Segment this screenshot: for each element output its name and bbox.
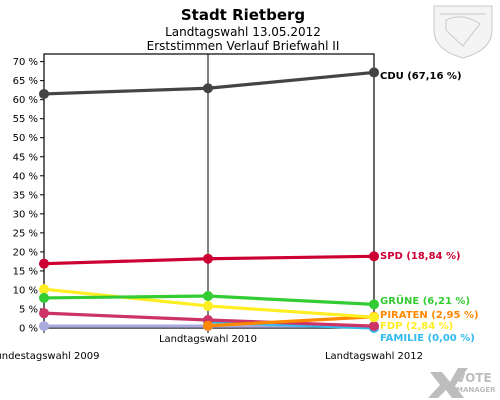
data-point-fdp — [369, 312, 379, 323]
vote-manager-logo: VOTE MANAGER — [428, 368, 496, 398]
data-point-spd — [369, 251, 379, 262]
y-tick-label: 10 % — [13, 285, 38, 296]
series-end-label: FAMILIE (0,00 %) — [380, 333, 475, 344]
data-point-gr-ne — [203, 291, 213, 302]
data-point-spd — [203, 253, 213, 264]
series-end-label: GRÜNE (6,21 %) — [380, 293, 470, 307]
series-line-piraten — [206, 315, 376, 328]
data-point-gr-ne — [369, 299, 379, 310]
data-point-piraten — [203, 320, 213, 331]
data-point-sonstige — [39, 321, 49, 332]
series-end-label: FDP (2,84 %) — [380, 321, 453, 332]
y-tick-label: 35 % — [13, 190, 38, 201]
data-point-die-linke — [39, 308, 49, 319]
chart-subtitle: Landtagswahl 13.05.2012 — [165, 25, 321, 39]
chart-subtitle-2: Erststimmen Verlauf Briefwahl II — [147, 39, 340, 53]
series-end-label: PIRATEN (2,95 %) — [380, 310, 479, 321]
series-end-label: CDU (67,16 %) — [380, 71, 462, 82]
data-point-gr-ne — [39, 292, 49, 303]
plot-area — [43, 53, 375, 329]
y-tick-label: 70 % — [13, 57, 38, 68]
y-tick-label: 55 % — [13, 114, 38, 125]
data-point-cdu — [203, 83, 213, 94]
y-tick-label: 30 % — [13, 209, 38, 220]
x-tick-label: Bundestagswahl 2009 — [0, 351, 99, 362]
y-tick-label: 25 % — [13, 228, 38, 239]
x-axis: Bundestagswahl 2009 Landtagswahl 2010 Land… — [0, 328, 423, 362]
data-point-die-linke — [369, 321, 379, 332]
y-tick-label: 0 % — [19, 324, 38, 335]
y-tick-label: 15 % — [13, 266, 38, 277]
vote-manager-x-icon — [428, 368, 468, 398]
coat-of-arms-icon — [433, 5, 493, 59]
series-end-label: SPD (18,84 %) — [380, 251, 461, 262]
x-tick-label: Landtagswahl 2012 — [325, 351, 423, 362]
data-point-spd — [39, 258, 49, 269]
logo-line2: MANAGER — [456, 386, 496, 394]
y-tick-label: 45 % — [13, 152, 38, 163]
y-tick-label: 5 % — [19, 304, 38, 315]
y-tick-label: 60 % — [13, 95, 38, 106]
chart-title: Stadt Rietberg — [181, 6, 305, 24]
x-tick-label: Landtagswahl 2010 — [159, 334, 257, 345]
y-axis: 0 % 5 % 10 % 15 % 20 % 25 % 30 % 35 % 40 % 45 % 50… — [13, 57, 44, 335]
series-layer — [39, 67, 379, 333]
y-tick-label: 65 % — [13, 76, 38, 87]
y-tick-label: 40 % — [13, 171, 38, 182]
y-tick-label: 50 % — [13, 133, 38, 144]
logo-line1: VOTE — [456, 371, 492, 385]
data-point-fdp — [39, 284, 49, 295]
data-point-cdu — [369, 67, 379, 78]
data-point-fdp — [203, 300, 213, 311]
series-labels: FDP (2,84 %) CDU (67,16 %) SPD (18,84 %) GR… — [380, 71, 479, 344]
data-point-cdu — [39, 88, 49, 99]
y-tick-label: 20 % — [13, 247, 38, 258]
